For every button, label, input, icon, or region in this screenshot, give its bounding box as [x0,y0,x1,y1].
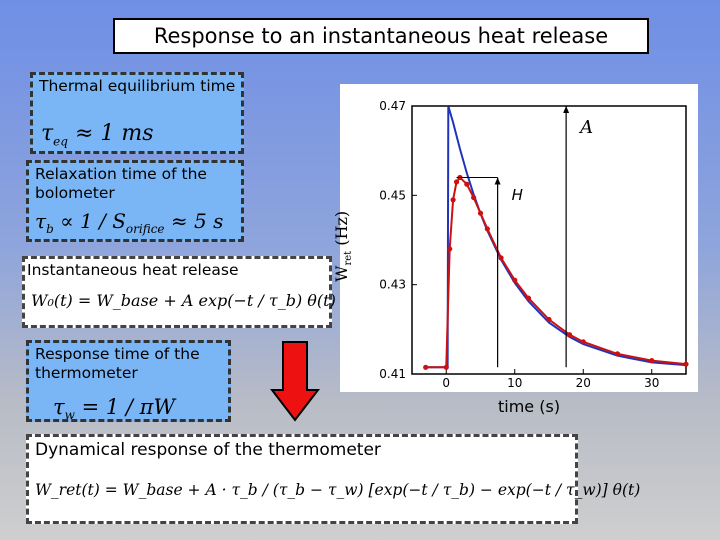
y-tick-label: 0.43 [379,278,406,292]
heat-release-formula: W₀(t) = W_base + A exp(−t / τ_b) θ(t) [31,291,336,310]
y-axis-label: Wret (Hz) [332,210,355,282]
thermometer-panel: Response time of the thermometer τw = 1 … [26,340,231,422]
data-point [683,361,689,367]
data-point [649,358,655,364]
data-point [498,255,504,261]
data-point [566,332,573,338]
dynamical-panel: Dynamical response of the thermometer W_… [26,434,640,524]
x-tick-label: 0 [442,376,450,390]
equilibrium-formula: τeq ≈ 1 ms [41,121,154,149]
x-tick-label: 20 [576,376,591,390]
relaxation-label: Relaxation time of the bolometer [35,165,207,202]
data-point [447,246,453,252]
data-point [484,226,490,232]
equilibrium-label: Thermal equilibrium time [39,77,236,95]
slide-title: Response to an instantaneous heat releas… [113,18,649,54]
relaxation-panel: Relaxation time of the bolometer τb ∝ 1 … [26,160,244,242]
data-point [580,339,586,345]
heat-release-panel: Instantaneous heat release W₀(t) = W_bas… [22,256,336,328]
down-arrow-icon [270,341,320,422]
dynamical-label: Dynamical response of the thermometer [35,440,381,460]
annotation-h: H [512,186,523,204]
plot-area: 0 10 20 30 0.41 0.43 0.45 0.47 A H [340,84,698,392]
data-point [477,210,484,216]
plot-frame [411,105,687,375]
annotation-a: A [578,117,593,138]
x-axis-label: time (s) [498,397,561,416]
data-point [423,364,429,370]
down-arrow-shape [270,341,320,422]
dynamical-formula: W_ret(t) = W_base + A · τ_b / (τ_b − τ_w… [35,481,641,499]
data-point [525,295,532,301]
y-tick-label: 0.41 [379,367,406,381]
y-tick-label: 0.47 [379,99,406,113]
data-point [614,351,621,357]
data-point [546,316,552,323]
data-point [453,179,460,185]
data-point [464,181,470,187]
thermometer-label: Response time of the thermometer [35,345,200,382]
data-point [471,194,477,201]
h-arrow-head [494,177,501,185]
relaxation-formula: τb ∝ 1 / Sorifice ≈ 5 s [35,209,224,236]
a-arrow-head [563,106,570,113]
x-tick-label: 30 [644,376,659,390]
data-point [450,197,456,203]
data-curve [425,175,687,369]
heat-release-label: Instantaneous heat release [27,261,239,279]
thermometer-formula: τw = 1 / πW [53,395,176,423]
x-tick-label: 10 [507,376,522,390]
y-tick-label: 0.45 [379,188,406,202]
response-chart: 0 10 20 30 0.41 0.43 0.45 0.47 A H [379,99,689,390]
data-point [512,277,518,283]
data-point [443,364,449,370]
equilibrium-panel: Thermal equilibrium time τeq ≈ 1 ms [30,72,244,154]
model-curve [425,105,687,369]
